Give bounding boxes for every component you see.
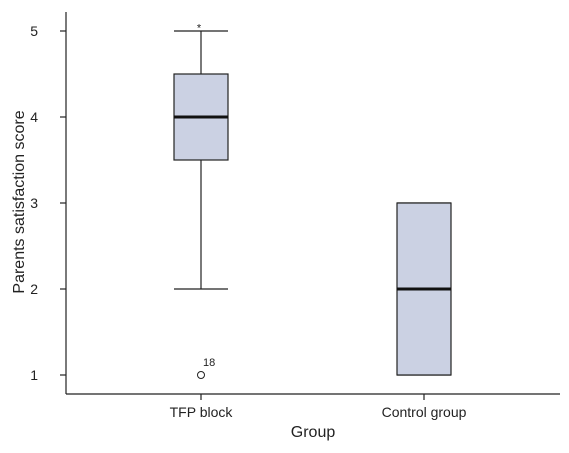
labels: Group Parents satisfaction score xyxy=(11,110,335,441)
box-group-2 xyxy=(396,202,452,376)
outlier-label: 18 xyxy=(203,357,215,369)
outlier-circle xyxy=(197,371,205,379)
x-tick-label: Control group xyxy=(382,404,467,420)
y-tick-label: 5 xyxy=(30,23,38,39)
y-tick-label: 4 xyxy=(30,109,38,125)
y-axis-title: Parents satisfaction score xyxy=(11,110,28,293)
box-group-1: 18 * xyxy=(173,22,229,379)
y-tick-label: 2 xyxy=(30,281,38,297)
y-tick-label: 1 xyxy=(30,367,38,383)
ticks: 1 2 3 4 5 TFP block Control group xyxy=(30,23,466,420)
axes xyxy=(65,12,560,395)
x-axis-title: Group xyxy=(291,424,336,441)
y-tick-label: 3 xyxy=(30,195,38,211)
extreme-star: * xyxy=(197,22,202,34)
x-tick-label: TFP block xyxy=(170,404,234,420)
boxes: 18 * xyxy=(173,22,452,379)
